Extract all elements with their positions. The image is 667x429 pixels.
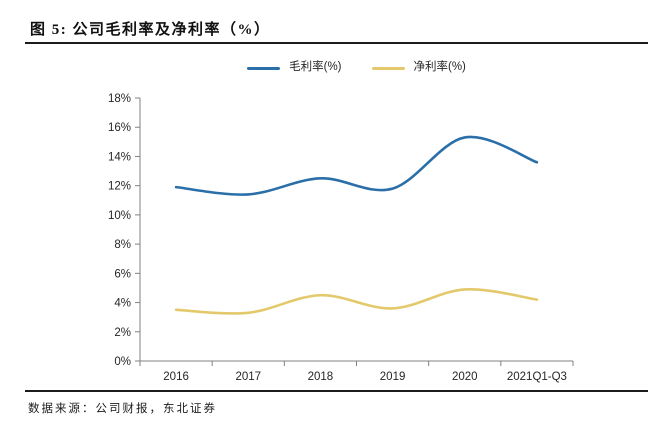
gross-margin-line [174, 135, 539, 196]
y-axis-tick-label: 0% [114, 356, 131, 368]
gross-margin-swatch [247, 66, 281, 70]
legend-item-gross-margin: 毛利率(%) [247, 61, 342, 74]
y-axis-tick-label: 10% [108, 210, 131, 222]
y-axis-tick-label: 2% [114, 327, 131, 339]
gross-margin-label: 毛利率(%) [289, 61, 342, 74]
y-axis-tick-label: 4% [114, 298, 131, 310]
legend-item-net-margin: 净利率(%) [371, 61, 466, 74]
net-margin-swatch [371, 66, 405, 70]
net-margin-line [174, 288, 539, 315]
y-axis-tick-label: 12% [108, 181, 131, 193]
x-axis-label: 2019 [380, 371, 406, 383]
axis-lines [139, 98, 573, 362]
net-margin-label: 净利率(%) [413, 61, 466, 74]
x-axis-label: 2017 [235, 371, 261, 383]
y-axis-tick-label: 8% [114, 239, 131, 251]
x-axis-label: 2016 [163, 371, 189, 383]
x-axis-label: 2020 [452, 371, 478, 383]
y-axis-tick-label: 18% [108, 93, 131, 105]
title-divider [25, 42, 648, 44]
chart-legend: 毛利率(%) 净利率(%) [140, 60, 573, 76]
x-axis-label: 2021Q1-Q3 [507, 371, 567, 383]
x-axis-label: 2018 [308, 371, 334, 383]
y-axis-tick-label: 16% [108, 122, 131, 134]
y-axis-tick-label: 6% [114, 268, 131, 280]
y-axis-tick-label: 14% [108, 151, 131, 163]
source-divider [25, 390, 648, 392]
figure-title: 图 5: 公司毛利率及净利率（%） [30, 22, 271, 38]
data-source: 数据来源：公司财报，东北证券 [28, 403, 217, 415]
